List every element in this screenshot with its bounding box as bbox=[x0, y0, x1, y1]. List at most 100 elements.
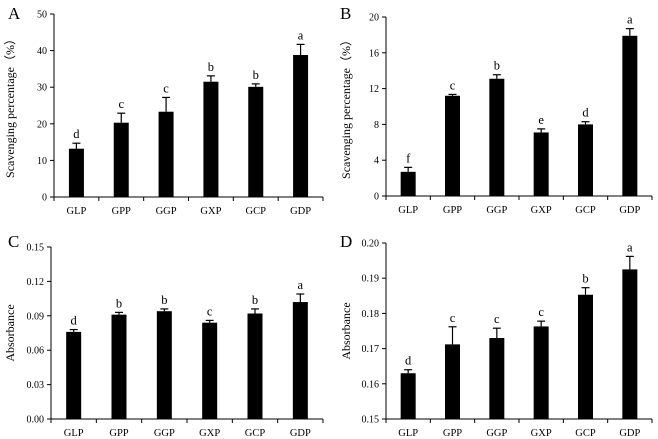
y-tick-label-c: 0.00 bbox=[27, 415, 45, 426]
bar-a bbox=[293, 54, 309, 197]
y-tick-label-b: 20 bbox=[369, 13, 379, 24]
significance-letter-a: a bbox=[298, 28, 304, 42]
bar-b bbox=[622, 35, 638, 196]
bar-a bbox=[113, 122, 129, 197]
panel-a: A Scavenging percentage（%） 0 10 20 30 40 50 d GLP… bbox=[3, 4, 324, 217]
category-label-b: GCP bbox=[575, 205, 596, 216]
category-label-c: GXP bbox=[199, 428, 220, 439]
y-axis-title-d: Absorbance bbox=[339, 302, 353, 359]
significance-letter-b: f bbox=[406, 151, 411, 165]
significance-letter-c: b bbox=[116, 296, 122, 310]
significance-letter-d: a bbox=[627, 240, 633, 254]
significance-letter-d: c bbox=[450, 311, 456, 325]
significance-letter-b: b bbox=[494, 59, 500, 73]
bar-d bbox=[622, 269, 638, 419]
y-tick-label-d: 0.19 bbox=[362, 274, 380, 285]
y-tick-label-c: 0.03 bbox=[27, 380, 45, 391]
category-label-c: GLP bbox=[64, 428, 84, 439]
category-label-b: GGP bbox=[486, 205, 507, 216]
y-tick-label-a: 20 bbox=[37, 119, 47, 130]
bar-c bbox=[66, 331, 82, 419]
bar-a bbox=[68, 148, 84, 197]
significance-letter-c: b bbox=[161, 293, 167, 307]
y-tick-label-d: 0.17 bbox=[362, 344, 380, 355]
category-label-b: GDP bbox=[619, 205, 640, 216]
panel-label-d: D bbox=[340, 232, 352, 251]
y-axis-title-b: Scavenging percentage（%） bbox=[339, 34, 353, 179]
category-label-a: GXP bbox=[200, 206, 221, 217]
y-tick-label-a: 0 bbox=[42, 193, 47, 204]
y-tick-label-a: 40 bbox=[37, 46, 47, 57]
y-axis-title-a: Scavenging percentage（%） bbox=[3, 33, 17, 178]
category-label-b: GXP bbox=[531, 205, 552, 216]
y-tick-label-b: 16 bbox=[369, 48, 379, 59]
bar-d bbox=[445, 344, 460, 419]
bar-a bbox=[158, 111, 174, 197]
bar-d bbox=[578, 294, 593, 419]
significance-letter-c: d bbox=[71, 314, 78, 328]
significance-letter-b: d bbox=[582, 106, 589, 120]
y-tick-label-a: 10 bbox=[37, 156, 47, 167]
panel-label-a: A bbox=[8, 4, 21, 23]
y-tick-label-b: 8 bbox=[374, 120, 379, 131]
significance-letter-c: b bbox=[252, 293, 258, 307]
panel-b: B Scavenging percentage（%） 0 4 8 12 16 20 f GLP c G… bbox=[339, 4, 653, 216]
category-label-d: GXP bbox=[531, 428, 552, 439]
category-label-b: GPP bbox=[443, 205, 462, 216]
y-tick-label-a: 50 bbox=[37, 10, 47, 21]
significance-letter-d: c bbox=[494, 312, 500, 326]
significance-letter-b: a bbox=[627, 13, 633, 27]
category-label-c: GPP bbox=[109, 428, 128, 439]
significance-letter-b: c bbox=[450, 78, 456, 92]
y-tick-label-c: 0.09 bbox=[27, 311, 45, 322]
category-label-a: GPP bbox=[112, 206, 131, 217]
significance-letter-c: a bbox=[298, 278, 304, 292]
y-tick-label-d: 0.20 bbox=[362, 239, 380, 250]
significance-letter-a: c bbox=[118, 97, 124, 111]
y-tick-label-d: 0.18 bbox=[362, 309, 380, 320]
significance-letter-d: d bbox=[405, 354, 412, 368]
panel-label-b: B bbox=[340, 4, 351, 23]
y-tick-label-c: 0.12 bbox=[27, 277, 45, 288]
category-label-c: GDP bbox=[290, 428, 311, 439]
significance-letter-d: b bbox=[582, 272, 588, 286]
y-tick-label-b: 4 bbox=[374, 156, 379, 167]
category-label-d: GDP bbox=[619, 428, 640, 439]
y-tick-label-c: 0.06 bbox=[27, 346, 45, 357]
significance-letter-b: e bbox=[538, 113, 544, 127]
significance-letter-a: b bbox=[208, 60, 214, 74]
category-label-a: GDP bbox=[290, 206, 311, 217]
category-label-a: GLP bbox=[66, 206, 86, 217]
category-label-a: GCP bbox=[246, 206, 267, 217]
bar-c bbox=[247, 313, 263, 419]
category-label-a: GGP bbox=[156, 206, 177, 217]
bar-c bbox=[292, 302, 308, 419]
bar-b bbox=[445, 95, 460, 196]
significance-letter-d: c bbox=[538, 305, 544, 319]
y-tick-label-b: 12 bbox=[369, 84, 379, 95]
significance-letter-a: b bbox=[253, 68, 259, 82]
bar-b bbox=[400, 171, 416, 196]
y-tick-label-d: 0.16 bbox=[362, 379, 380, 390]
category-label-b: GLP bbox=[398, 205, 418, 216]
category-label-d: GCP bbox=[575, 428, 596, 439]
bar-c bbox=[202, 322, 218, 419]
bar-d bbox=[400, 373, 416, 419]
y-tick-label-a: 30 bbox=[37, 83, 47, 94]
category-label-d: GLP bbox=[398, 428, 418, 439]
bar-a bbox=[203, 81, 219, 197]
bar-a bbox=[248, 86, 264, 197]
bar-b bbox=[578, 124, 593, 196]
category-label-d: GPP bbox=[443, 428, 462, 439]
bar-d bbox=[489, 338, 505, 419]
panel-c: C Absorbance 0.00 0.03 0.06 0.09 0.12 0.15 d GLP b… bbox=[3, 232, 324, 439]
bar-b bbox=[489, 78, 505, 196]
bar-c bbox=[111, 314, 127, 419]
category-label-d: GGP bbox=[486, 428, 507, 439]
y-tick-label-d: 0.15 bbox=[362, 415, 380, 426]
significance-letter-a: c bbox=[163, 81, 169, 95]
bar-b bbox=[533, 132, 549, 196]
significance-letter-c: c bbox=[207, 304, 213, 318]
panel-label-c: C bbox=[8, 232, 19, 251]
